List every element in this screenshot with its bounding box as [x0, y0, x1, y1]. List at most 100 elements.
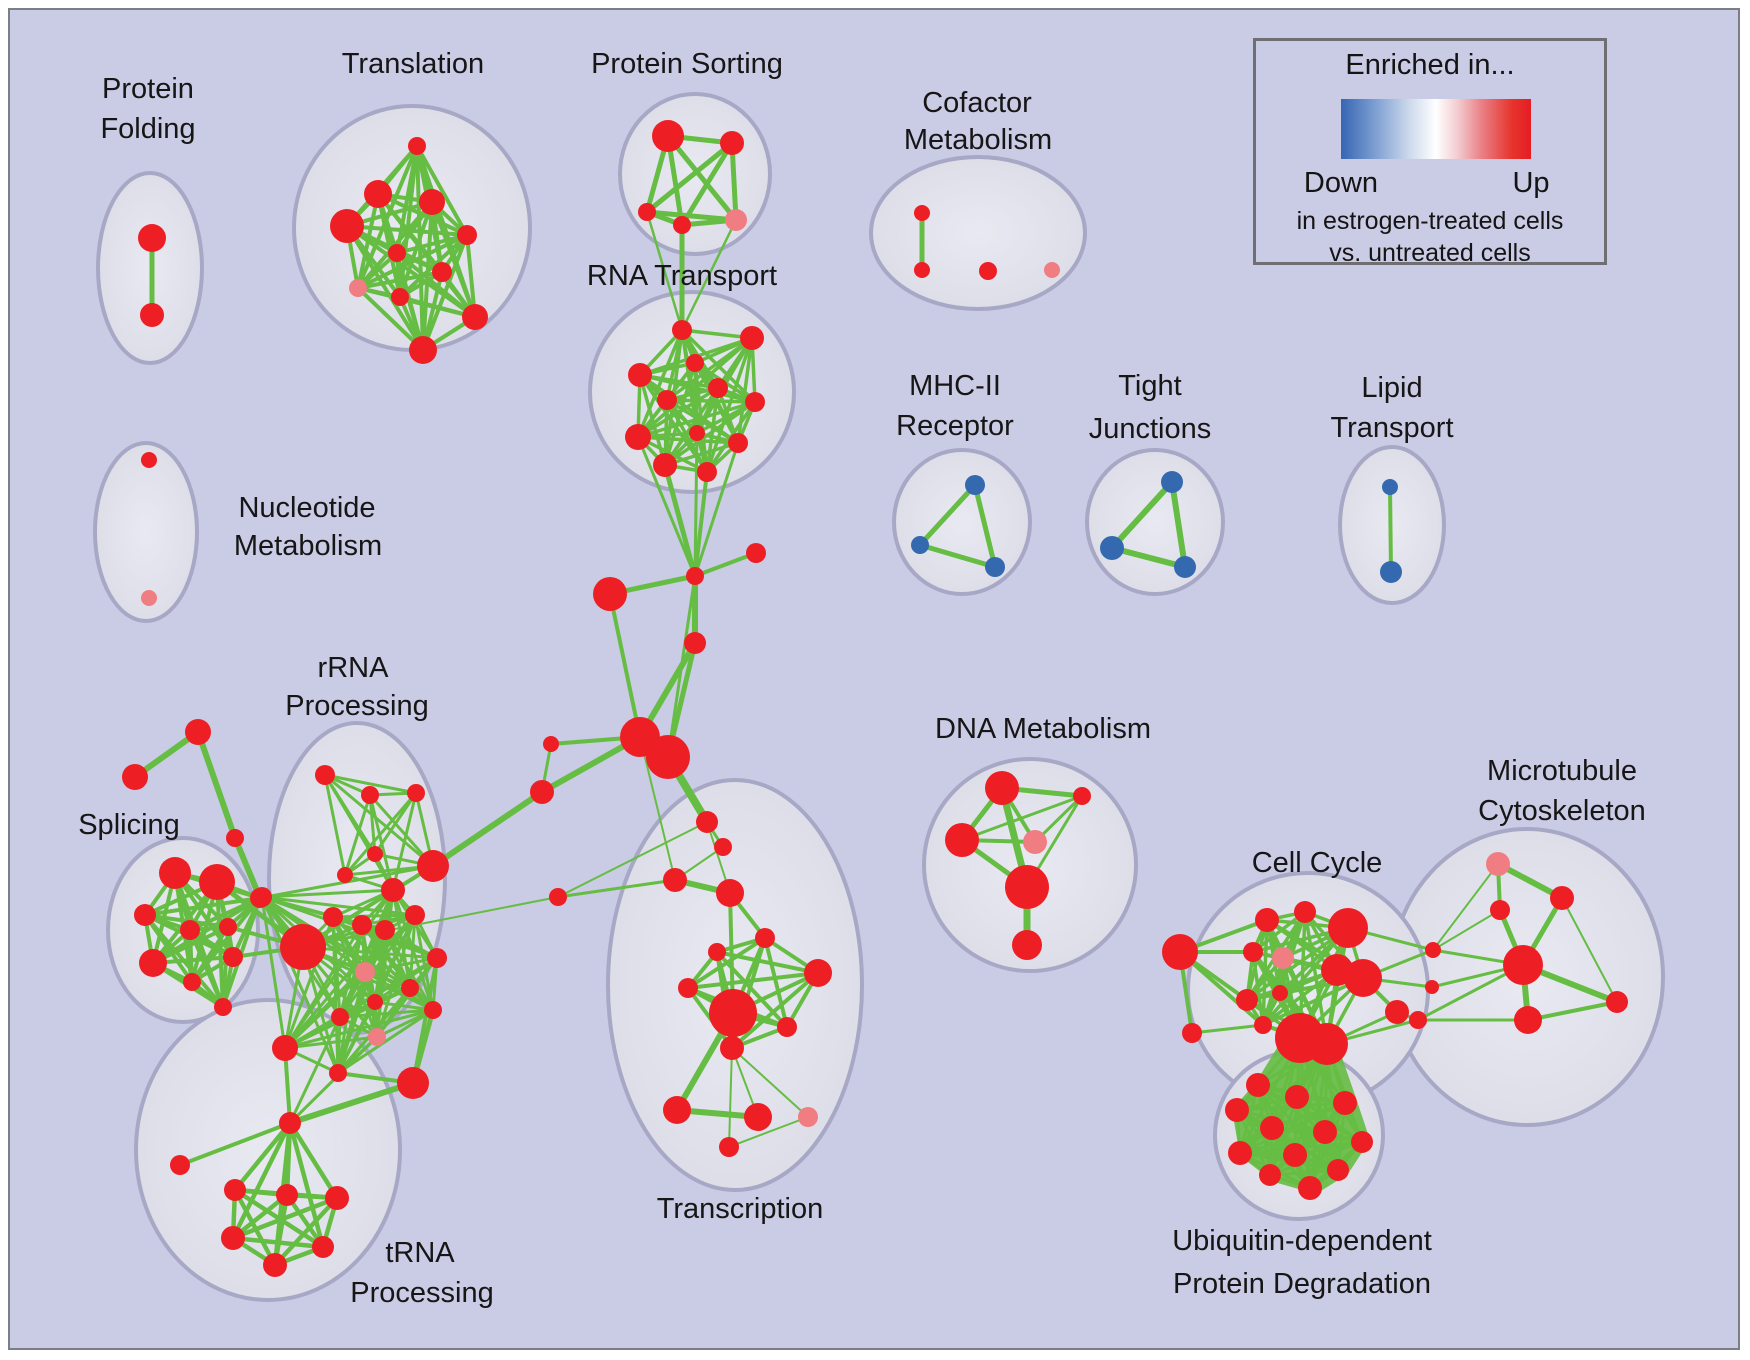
node-tr2[interactable] [276, 1184, 298, 1206]
node-ch_f[interactable] [530, 780, 554, 804]
node-c9[interactable] [709, 989, 757, 1037]
node-rt1[interactable] [672, 320, 692, 340]
node-c13[interactable] [744, 1103, 772, 1131]
node-x1[interactable] [549, 888, 567, 906]
node-m[interactable] [280, 924, 326, 970]
node-ub1[interactable] [1246, 1073, 1270, 1097]
node-p19[interactable] [329, 1064, 347, 1082]
node-l2[interactable] [1182, 1023, 1202, 1043]
node-p2[interactable] [361, 786, 379, 804]
node-cf1[interactable] [914, 205, 930, 221]
node-p7[interactable] [381, 878, 405, 902]
node-tr3[interactable] [325, 1186, 349, 1210]
node-ch_c[interactable] [593, 577, 627, 611]
node-cf2[interactable] [914, 262, 930, 278]
node-mt_b[interactable] [1490, 900, 1510, 920]
node-cc_e[interactable] [1272, 947, 1294, 969]
node-p18[interactable] [397, 1067, 429, 1099]
node-ub9[interactable] [1283, 1143, 1307, 1167]
node-c6[interactable] [708, 943, 726, 961]
node-r1[interactable] [417, 850, 449, 882]
node-s9[interactable] [223, 947, 243, 967]
node-pf2[interactable] [140, 303, 164, 327]
node-pk2[interactable] [368, 1028, 386, 1046]
node-tl2[interactable] [364, 180, 392, 208]
node-cf3[interactable] [979, 262, 997, 280]
node-p3[interactable] [407, 784, 425, 802]
node-rt9[interactable] [625, 424, 651, 450]
node-ps2[interactable] [720, 131, 744, 155]
node-c10[interactable] [777, 1017, 797, 1037]
node-s1[interactable] [159, 857, 191, 889]
node-ub11[interactable] [1327, 1159, 1349, 1181]
node-c4[interactable] [716, 879, 744, 907]
node-cc_g[interactable] [1344, 959, 1382, 997]
node-ps1[interactable] [652, 120, 684, 152]
node-d3[interactable] [1073, 787, 1091, 805]
node-ch_d[interactable] [684, 632, 706, 654]
node-k2[interactable] [1306, 1023, 1348, 1065]
node-p12[interactable] [427, 948, 447, 968]
node-p17[interactable] [272, 1035, 298, 1061]
node-c3[interactable] [663, 868, 687, 892]
node-d4[interactable] [1005, 865, 1049, 909]
node-mt_p[interactable] [1486, 852, 1510, 876]
node-tl9[interactable] [391, 288, 409, 306]
node-p13[interactable] [401, 979, 419, 997]
node-rt6[interactable] [657, 390, 677, 410]
node-rt10[interactable] [653, 453, 677, 477]
node-ch_a[interactable] [686, 567, 704, 585]
node-rt2[interactable] [740, 326, 764, 350]
node-tl8[interactable] [349, 279, 367, 297]
node-ub3[interactable] [1333, 1091, 1357, 1115]
node-ps3[interactable] [638, 203, 656, 221]
node-ps5[interactable] [725, 209, 747, 231]
node-c14[interactable] [719, 1137, 739, 1157]
node-c12[interactable] [663, 1096, 691, 1124]
node-p4[interactable] [367, 846, 383, 862]
node-L[interactable] [1162, 934, 1198, 970]
node-h2[interactable] [646, 735, 690, 779]
node-cf4[interactable] [1044, 262, 1060, 278]
node-tl10[interactable] [462, 304, 488, 330]
node-tr1[interactable] [224, 1179, 246, 1201]
node-cc_j[interactable] [1254, 1016, 1272, 1034]
node-rt8[interactable] [689, 425, 705, 441]
node-tl6[interactable] [388, 244, 406, 262]
node-c5[interactable] [755, 928, 775, 948]
node-rt11[interactable] [697, 462, 717, 482]
node-p16[interactable] [424, 1001, 442, 1019]
node-dp[interactable] [1023, 830, 1047, 854]
node-lp1[interactable] [1382, 479, 1398, 495]
node-pk1[interactable] [355, 962, 375, 982]
node-ub10[interactable] [1259, 1164, 1281, 1186]
node-rt4[interactable] [628, 363, 652, 387]
node-p8[interactable] [405, 905, 425, 925]
node-cc_c[interactable] [1328, 908, 1368, 948]
node-d2[interactable] [945, 823, 979, 857]
node-n1[interactable] [1425, 942, 1441, 958]
node-cc_d[interactable] [1243, 942, 1263, 962]
node-nm1[interactable] [141, 452, 157, 468]
node-s6[interactable] [139, 949, 167, 977]
node-p15[interactable] [331, 1008, 349, 1026]
node-p1[interactable] [315, 765, 335, 785]
node-ub6[interactable] [1313, 1120, 1337, 1144]
node-ub5[interactable] [1260, 1116, 1284, 1140]
node-s3[interactable] [134, 904, 156, 926]
node-cc_h[interactable] [1236, 989, 1258, 1011]
node-mh3[interactable] [985, 557, 1005, 577]
node-tl7[interactable] [432, 262, 452, 282]
node-th[interactable] [279, 1112, 301, 1134]
node-s7[interactable] [183, 973, 201, 991]
node-ps4[interactable] [673, 216, 691, 234]
node-pf1[interactable] [138, 224, 166, 252]
node-s5[interactable] [219, 918, 237, 936]
node-tl1[interactable] [408, 137, 426, 155]
node-ch_e[interactable] [543, 736, 559, 752]
node-cc_a[interactable] [1255, 908, 1279, 932]
node-mt_a[interactable] [1550, 886, 1574, 910]
node-lp2[interactable] [1380, 561, 1402, 583]
node-cc_i[interactable] [1272, 985, 1288, 1001]
node-mt_c[interactable] [1503, 945, 1543, 985]
